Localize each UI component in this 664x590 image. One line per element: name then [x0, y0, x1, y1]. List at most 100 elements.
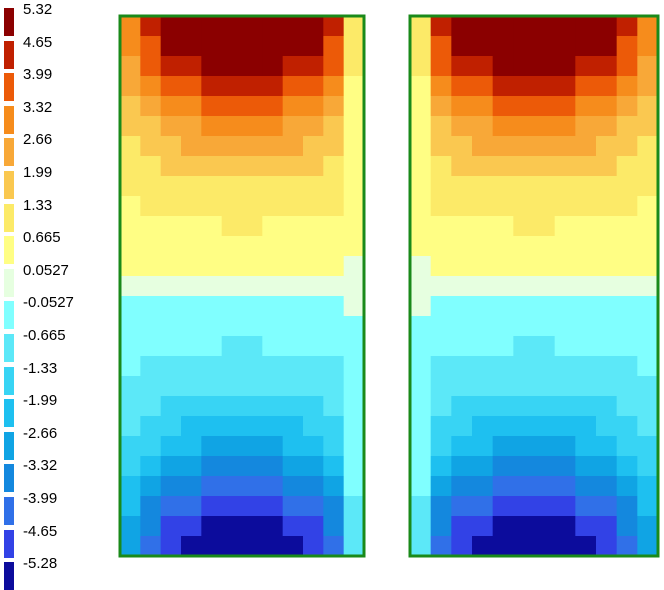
heatmap-cell	[534, 76, 556, 97]
heatmap-cell	[140, 56, 162, 77]
heatmap-cell	[616, 36, 638, 57]
heatmap-cell	[262, 416, 284, 437]
heatmap-cell	[513, 316, 535, 337]
heatmap-cell	[430, 256, 452, 277]
heatmap-cell	[303, 276, 324, 297]
heatmap-cell	[221, 16, 243, 37]
heatmap-cell	[451, 36, 473, 57]
heatmap-cell	[323, 96, 345, 117]
heatmap-cell	[410, 416, 432, 437]
heatmap-cell	[140, 316, 162, 337]
heatmap-cell	[596, 516, 618, 537]
colorbar-swatch	[4, 366, 14, 395]
heatmap-cell	[282, 56, 304, 77]
heatmap-cell	[242, 476, 263, 497]
heatmap-cell	[262, 136, 284, 157]
heatmap-cell	[596, 416, 618, 437]
heatmap-cell	[472, 236, 494, 257]
heatmap-cell	[430, 116, 452, 137]
heatmap-cell	[554, 356, 576, 377]
heatmap-cell	[181, 256, 202, 277]
heatmap-cell	[262, 276, 284, 297]
heatmap-cell	[181, 236, 202, 257]
heatmap-cell	[120, 76, 141, 97]
heatmap-cell	[140, 496, 162, 517]
heatmap-cell	[410, 216, 432, 237]
heatmap-cell	[410, 116, 432, 137]
heatmap-cell	[596, 176, 618, 197]
heatmap-cell	[575, 156, 597, 177]
heatmap-cell	[596, 156, 618, 177]
colorbar-tick-label: -1.99	[23, 392, 58, 410]
heatmap-cell	[616, 116, 638, 137]
heatmap-cell	[160, 196, 182, 217]
heatmap-cell	[120, 136, 141, 157]
heatmap-cell	[323, 176, 345, 197]
heatmap-cell	[242, 456, 263, 477]
heatmap-cell	[472, 356, 494, 377]
heatmap-cell	[120, 256, 141, 277]
heatmap-cell	[242, 76, 263, 97]
heatmap-cell	[534, 196, 556, 217]
heatmap-cell	[140, 296, 162, 317]
heatmap-cell	[575, 76, 597, 97]
heatmap-cell	[596, 216, 618, 237]
heatmap-cell	[575, 276, 597, 297]
heatmap-cell	[554, 516, 576, 537]
heatmap-cell	[451, 396, 473, 417]
heatmap-cell	[451, 496, 473, 517]
heatmap-cell	[596, 16, 618, 37]
heatmap-cell	[451, 416, 473, 437]
heatmap-cell	[201, 416, 223, 437]
colorbar-swatch	[4, 399, 14, 428]
heatmap-cell	[554, 456, 576, 477]
heatmap-cell	[201, 196, 223, 217]
heatmap-cell	[616, 356, 638, 377]
heatmap-cell	[140, 136, 162, 157]
heatmap-cell	[181, 136, 202, 157]
heatmap-cell	[303, 336, 324, 357]
colorbar-tick-label: -0.0527	[23, 294, 74, 312]
heatmap-cell	[323, 436, 345, 457]
heatmap-cell	[637, 336, 659, 357]
heatmap-cell	[262, 56, 284, 77]
colorbar-tick-label: 0.0527	[23, 261, 69, 279]
heatmap-cell	[410, 76, 432, 97]
heatmap-cell	[221, 356, 243, 377]
heatmap-cell	[430, 136, 452, 157]
heatmap-cell	[201, 476, 223, 497]
heatmap-cell	[410, 356, 432, 377]
heatmap-cell	[140, 436, 162, 457]
heatmap-cell	[262, 156, 284, 177]
heatmap-cell	[575, 236, 597, 257]
heatmap-cell	[575, 336, 597, 357]
heatmap-cell	[160, 316, 182, 337]
heatmap-cell	[140, 76, 162, 97]
heatmap-cell	[303, 196, 324, 217]
heatmap-cell	[554, 76, 576, 97]
heatmap-cell	[201, 16, 223, 37]
heatmap-cell	[140, 236, 162, 257]
heatmap-cell	[242, 336, 263, 357]
heatmap-cell	[472, 216, 494, 237]
heatmap-cell	[430, 396, 452, 417]
heatmap-cell	[513, 376, 535, 397]
heatmap-cell	[472, 36, 494, 57]
heatmap-cell	[201, 296, 223, 317]
heatmap-cell	[140, 276, 162, 297]
heatmap-cell	[242, 356, 263, 377]
heatmap-cell	[513, 96, 535, 117]
heatmap-cell	[221, 236, 243, 257]
heatmap-cell	[596, 116, 618, 137]
heatmap-cell	[534, 96, 556, 117]
colorbar-tick-label: -0.665	[23, 327, 66, 344]
heatmap-cell	[242, 256, 263, 277]
heatmap-cell	[534, 416, 556, 437]
colorbar-tick-label: 0.665	[23, 229, 61, 247]
heatmap-cell	[201, 336, 223, 357]
heatmap-cell	[242, 536, 263, 557]
heatmap-cell	[513, 276, 535, 297]
heatmap-cell	[410, 496, 432, 517]
heatmap-cell	[282, 516, 304, 537]
heatmap-cell	[492, 136, 514, 157]
